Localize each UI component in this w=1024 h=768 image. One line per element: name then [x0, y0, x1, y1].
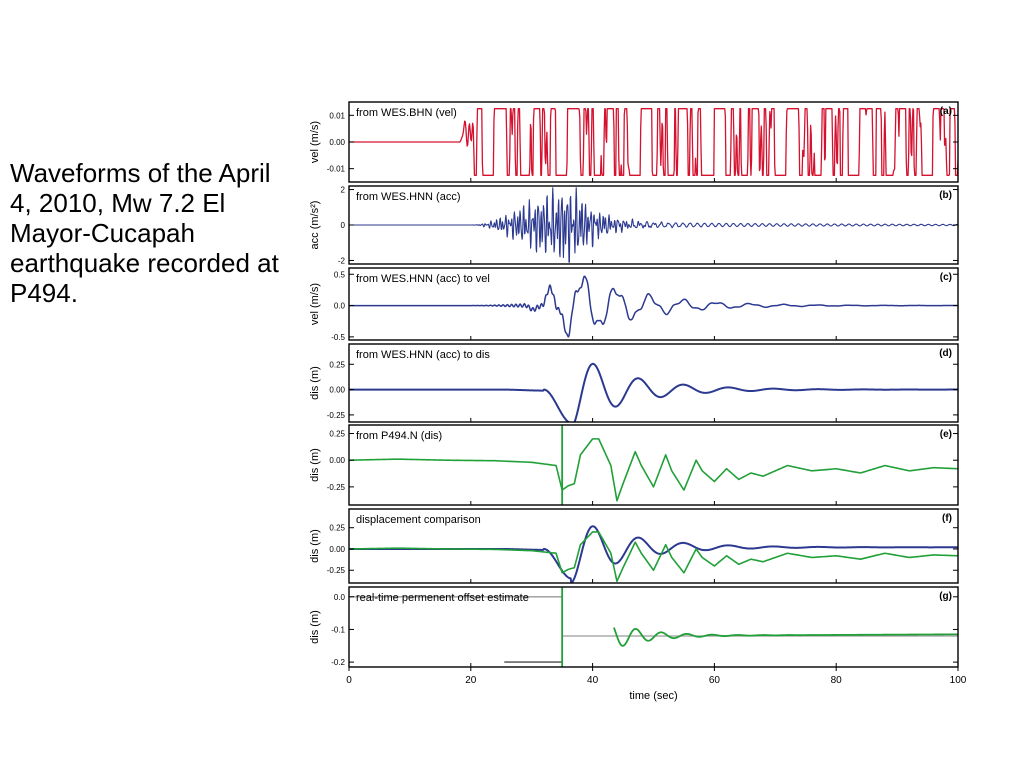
y-tick-label: -0.25: [327, 411, 346, 420]
panel-letter: (d): [939, 348, 952, 359]
series-line-green: [613, 627, 958, 647]
panel-frame: [348, 424, 959, 506]
x-axis-label: time (sec): [629, 690, 677, 702]
y-tick-label: -0.1: [331, 625, 345, 634]
x-tick-label: 60: [709, 675, 721, 686]
y-axis-label: dis (m): [309, 448, 321, 482]
panel-a: from WES.BHN (vel) (a) 0.01 0.00 -0.01 vel (m…: [309, 101, 959, 183]
panel-c: from WES.HNN (acc) to vel (c) 0.5 0.0 -0.5 ve…: [309, 267, 959, 342]
y-tick-label: 0.00: [329, 386, 345, 395]
panel-letter: (e): [940, 429, 952, 440]
y-tick-label: 0.00: [329, 138, 345, 147]
y-tick-label: 0.00: [329, 545, 345, 554]
y-axis-label: acc (m/s²): [309, 201, 321, 250]
y-tick-label: 0: [341, 221, 346, 230]
y-tick-label: 0.00: [329, 456, 345, 465]
y-tick-label: 2: [341, 186, 346, 195]
panel-title: displacement comparison: [356, 514, 481, 526]
series-line-red: [349, 108, 958, 176]
y-tick-label: -0.5: [331, 333, 345, 342]
panel-frame: [348, 343, 959, 423]
panel-f: displacement comparison (f) 0.25 0.00 -0.25 d…: [309, 508, 959, 584]
panel-frame: [348, 508, 959, 584]
y-axis-label: vel (m/s): [309, 283, 321, 325]
y-tick-label: 0.5: [334, 270, 346, 279]
series-line-blue: [349, 187, 958, 263]
panel-title: from WES.HNN (acc) to dis: [356, 349, 490, 361]
panel-letter: (c): [940, 272, 952, 283]
y-tick-label: -0.2: [331, 658, 345, 667]
series-line-green: [349, 438, 958, 502]
figure-caption: Waveforms of the April 4, 2010, Mw 7.2 E…: [10, 158, 279, 308]
series-group: [349, 108, 958, 176]
panel-frame: [348, 586, 959, 668]
x-tick-label: 0: [346, 675, 352, 686]
panel-d: from WES.HNN (acc) to dis (d) 0.25 0.00 -0.2…: [309, 343, 959, 423]
y-tick-label: 0.25: [329, 430, 345, 439]
y-tick-label: 0.25: [329, 524, 345, 533]
y-axis-label: dis (m): [309, 529, 321, 563]
y-tick-label: 0.0: [334, 593, 346, 602]
panel-title: from WES.HNN (acc): [356, 191, 461, 203]
series-group: [349, 362, 958, 422]
series-group: [349, 438, 958, 502]
panel-b: from WES.HNN (acc) (b) 2 0 -2 acc (m/s²): [309, 185, 959, 265]
panel-frame: [348, 267, 959, 341]
y-tick-label: 0.0: [334, 302, 346, 311]
y-tick-label: -2: [338, 256, 346, 265]
panel-title: from P494.N (dis): [356, 430, 442, 442]
x-tick-label: 100: [950, 675, 967, 686]
series-group: [349, 525, 958, 583]
panel-letter: (f): [942, 513, 952, 524]
series-group: [349, 275, 958, 338]
panel-letter: (b): [939, 190, 952, 201]
panel-title: from WES.HNN (acc) to vel: [356, 273, 490, 285]
series-line-blue: [349, 362, 958, 422]
x-tick-label: 40: [587, 675, 599, 686]
panel-letter: (g): [939, 591, 952, 602]
x-tick-label: 20: [465, 675, 477, 686]
x-tick-label: 80: [831, 675, 843, 686]
y-tick-label: -0.01: [327, 165, 346, 174]
series-line-blue: [349, 275, 958, 338]
series-line-blue: [349, 525, 958, 583]
panel-letter: (a): [940, 106, 952, 117]
series-group: [349, 187, 958, 263]
y-axis-label: vel (m/s): [309, 121, 321, 163]
series-line-green: [349, 531, 958, 583]
panel-title: real-time permenent offset estimate: [356, 592, 529, 604]
y-tick-label: -0.25: [327, 483, 346, 492]
y-tick-label: 0.25: [329, 360, 345, 369]
y-tick-label: 0.01: [329, 111, 345, 120]
y-axis-label: dis (m): [309, 366, 321, 400]
panel-g: real-time permenent offset estimate (g) 0.…: [309, 586, 967, 702]
series-group: [349, 596, 958, 663]
y-tick-label: -0.25: [327, 566, 346, 575]
panel-e: from P494.N (dis) (e) 0.25 0.00 -0.25 dis (m): [309, 424, 959, 506]
panel-title: from WES.BHN (vel): [356, 107, 457, 119]
y-axis-label: dis (m): [309, 610, 321, 644]
